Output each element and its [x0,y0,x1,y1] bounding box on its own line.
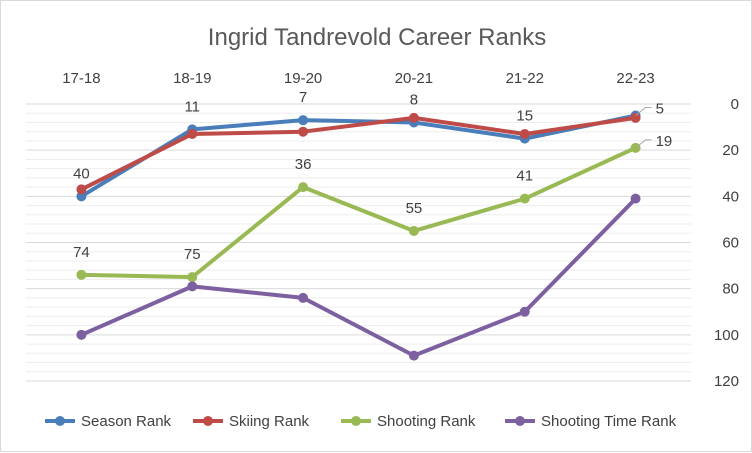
data-labels: 40 11 7 8 15 5 74 75 36 55 41 19 [73,89,672,263]
series-lines [76,110,641,361]
legend-swatch-marker [515,416,525,426]
data-point [76,329,87,340]
data-point [298,126,309,137]
legend-swatch-marker [203,416,213,426]
x-tick-label: 17-18 [62,70,100,87]
data-label: 55 [406,200,423,217]
chart-title: Ingrid Tandrevold Career Ranks [208,24,546,51]
y-tick-label: 60 [722,235,739,252]
legend-item: Shooting Rank [341,413,476,430]
series-line [79,115,638,192]
x-tick-label: 20-21 [395,70,433,87]
axes: 0 20 40 60 80 100 120 17-18 18-19 19-20 20-21 21-22… [62,70,739,390]
legend-swatch-marker [55,416,65,426]
data-point [630,112,641,123]
data-point [76,184,87,195]
data-point [187,129,198,140]
x-tick-label: 18-19 [173,70,211,87]
data-point [76,191,87,202]
data-label: 7 [299,89,307,106]
data-point [408,225,419,236]
data-label: 36 [295,156,312,173]
legend-label: Season Rank [81,413,172,430]
y-tick-label: 100 [714,327,739,344]
data-label: 11 [184,98,200,115]
legend-item: Skiing Rank [193,413,310,430]
data-point [298,292,309,303]
data-label: 19 [656,133,673,150]
legend-label: Skiing Rank [229,413,310,430]
data-label: 75 [184,246,201,263]
legend-label: Shooting Rank [377,413,476,430]
legend-item: Season Rank [45,413,172,430]
data-point [187,281,198,292]
x-tick-label: 22-23 [616,70,654,87]
series-line [79,145,638,280]
y-tick-label: 80 [722,281,739,298]
data-point [519,193,530,204]
y-tick-label: 0 [731,96,739,113]
data-point [298,182,309,193]
data-label: 8 [410,91,418,108]
legend-label: Shooting Time Rank [541,413,677,430]
leader-line [635,107,652,116]
data-label: 40 [73,165,90,182]
data-label: 5 [656,101,664,118]
series-shooting-time-rank [76,193,641,361]
data-point [519,306,530,317]
data-point [76,269,87,280]
series-line [79,113,638,199]
leader-line [635,139,652,149]
x-tick-label: 19-20 [284,70,322,87]
legend-swatch-marker [351,416,361,426]
legend-item: Shooting Time Rank [505,413,677,430]
data-point [630,193,641,204]
data-label: 41 [516,168,533,185]
data-label: 74 [73,244,90,261]
data-point [519,129,530,140]
y-tick-label: 120 [714,373,739,390]
data-point [408,350,419,361]
y-tick-label: 20 [722,142,739,159]
series-line [79,196,638,358]
data-point [408,112,419,123]
data-point [187,272,198,283]
y-tick-label: 40 [722,188,739,205]
legend: Season Rank Skiing Rank Shooting Rank Shoot… [45,413,677,430]
data-point [298,115,309,126]
data-label: 15 [516,108,533,125]
x-tick-label: 21-22 [506,70,544,87]
series-skiing-rank [76,112,641,195]
